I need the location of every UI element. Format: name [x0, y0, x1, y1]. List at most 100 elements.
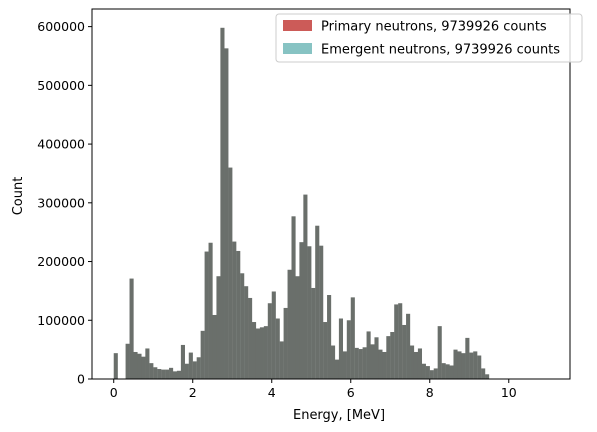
y-tick-label: 100000: [37, 313, 85, 328]
histogram-bar: [374, 337, 379, 379]
histogram-bar: [311, 287, 316, 379]
histogram-bar: [165, 369, 170, 379]
legend-label-emergent: Emergent neutrons, 9739926 counts: [321, 43, 560, 58]
histogram-bar: [477, 355, 482, 379]
histogram-bar: [176, 370, 182, 379]
legend-swatch-primary: [283, 20, 312, 31]
legend-label-primary: Primary neutrons, 9739926 counts: [321, 20, 547, 35]
histogram-bar: [275, 318, 280, 379]
histogram-bars: [113, 27, 490, 380]
histogram-bar: [299, 242, 304, 379]
x-tick-label: 8: [426, 385, 434, 400]
histogram-bar: [485, 374, 490, 379]
y-tick-label: 600000: [37, 19, 85, 34]
histogram-bar: [283, 307, 288, 379]
histogram-bar: [180, 344, 185, 379]
plot-frame: [91, 8, 571, 380]
histogram-bar: [255, 328, 261, 379]
histogram-bar: [449, 365, 454, 379]
histogram-bar: [327, 295, 332, 379]
histogram-bar: [232, 241, 237, 379]
histogram-bar: [251, 322, 257, 379]
histogram-bar: [220, 27, 225, 380]
y-axis-label: Count: [11, 177, 26, 216]
histogram-bar: [153, 367, 158, 379]
histogram-bar: [429, 370, 434, 379]
histogram-bar: [331, 345, 336, 379]
y-tick-label: 500000: [37, 78, 85, 93]
histogram-bar: [236, 250, 241, 379]
y-tick-label: 300000: [37, 195, 85, 210]
histogram-bar: [149, 363, 154, 379]
histogram-bar: [267, 303, 272, 379]
histogram-bar: [319, 245, 324, 379]
histogram-bar: [382, 351, 387, 379]
histogram-bar: [240, 273, 245, 379]
x-tick-label: 0: [110, 385, 118, 400]
histogram-bar: [169, 367, 174, 379]
histogram-bar: [334, 359, 340, 379]
histogram-bar: [481, 368, 486, 379]
histogram-bar: [188, 352, 193, 379]
legend-box: [275, 13, 583, 63]
histogram-bar: [394, 304, 399, 379]
histogram-bar: [362, 347, 367, 379]
histogram-bar: [303, 194, 308, 379]
histogram-bar: [291, 216, 296, 379]
histogram-bar: [421, 363, 426, 379]
histogram-bar: [445, 364, 450, 379]
x-tick-label: 6: [347, 385, 355, 400]
histogram-bar: [413, 351, 419, 379]
y-tick-label: 0: [77, 372, 85, 387]
histogram-bar: [224, 48, 229, 379]
histogram-bar: [465, 337, 470, 379]
histogram-bar: [129, 278, 134, 379]
x-tick-label: 4: [268, 385, 276, 400]
histogram-bar: [433, 368, 438, 379]
histogram-bar: [216, 276, 221, 379]
histogram-bar: [390, 332, 395, 379]
histogram-bar: [259, 327, 264, 379]
histogram-bar: [184, 363, 189, 379]
x-tick-label: 10: [501, 385, 517, 400]
histogram-bar: [370, 344, 375, 379]
histogram-bar: [473, 351, 478, 379]
histogram-bar: [307, 246, 312, 379]
histogram-bar: [342, 351, 347, 379]
x-axis-ticks: 0 2 4 6 8 10: [110, 379, 517, 400]
histogram-bar: [354, 347, 359, 379]
histogram-bar: [402, 324, 407, 379]
histogram-bar: [133, 351, 138, 379]
y-tick-label: 400000: [37, 137, 85, 152]
histogram-bar: [441, 363, 446, 379]
histogram-bar: [346, 320, 351, 379]
histogram-bar: [248, 297, 253, 379]
histogram-bar: [204, 251, 209, 379]
histogram-bar: [137, 353, 142, 379]
histogram-bar: [200, 330, 205, 379]
histogram-bar: [406, 313, 411, 379]
histogram-bar: [125, 343, 130, 379]
histogram-bar: [196, 357, 201, 379]
x-tick-label: 2: [189, 385, 197, 400]
histogram-bar: [295, 276, 300, 379]
histogram-bar: [417, 348, 423, 379]
histogram-bar: [263, 326, 268, 379]
histogram-bar: [378, 349, 383, 379]
histogram-bar: [461, 353, 466, 379]
legend-swatch-emergent: [283, 43, 312, 54]
histogram-bar: [469, 352, 474, 379]
histogram-bar: [157, 369, 162, 379]
histogram-bar: [228, 167, 233, 379]
histogram-bar: [410, 345, 415, 379]
legend: Primary neutrons, 9739926 counts Emergen…: [275, 13, 583, 63]
histogram-bar: [192, 361, 197, 379]
histogram-bar: [244, 286, 249, 379]
histogram-bar: [315, 225, 320, 379]
histogram-bar: [366, 331, 371, 379]
histogram-bar: [145, 348, 150, 379]
histogram-bar: [358, 349, 363, 379]
histogram-bar: [386, 336, 391, 379]
histogram-bar: [457, 351, 462, 379]
histogram-bar: [208, 242, 213, 379]
